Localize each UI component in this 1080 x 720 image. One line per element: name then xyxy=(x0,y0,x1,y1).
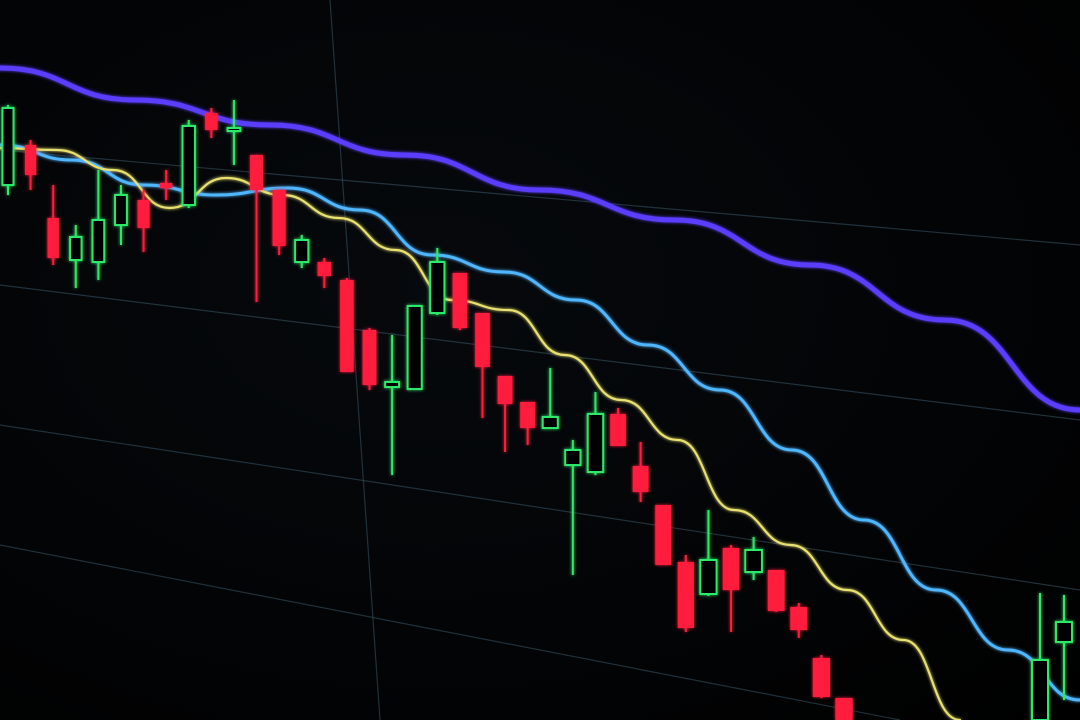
candle-body-down xyxy=(47,218,59,258)
candle-body-up xyxy=(114,194,128,226)
candle-body-down xyxy=(610,414,626,446)
candle-body-up xyxy=(429,261,446,314)
candle-body-up xyxy=(699,559,718,595)
candle-body-down xyxy=(340,280,354,372)
candle-body-up xyxy=(406,305,423,390)
candle-body-up xyxy=(384,381,401,388)
candle-body-up xyxy=(1031,659,1049,720)
grid-line xyxy=(329,0,381,720)
candle-body-down xyxy=(722,548,740,590)
candle-body-down xyxy=(497,376,513,404)
candle-body-up xyxy=(564,449,582,466)
candle-body-down xyxy=(317,262,332,276)
grid-line xyxy=(0,149,1080,246)
candle-body-down xyxy=(835,698,853,720)
grid-line xyxy=(0,544,901,720)
candle-body-down xyxy=(250,155,263,190)
candle-body-down xyxy=(655,505,672,565)
candle-body-up xyxy=(541,416,559,429)
candle-body-up xyxy=(181,125,196,206)
candle-body-up xyxy=(226,127,242,132)
candle-body-up xyxy=(744,549,763,573)
candle-body-down xyxy=(160,183,173,188)
candle-body-down xyxy=(767,570,785,611)
grid-line xyxy=(0,424,1080,591)
candle-body-up xyxy=(586,413,605,473)
candle-body-down xyxy=(25,145,37,175)
grid-line xyxy=(0,284,1080,421)
candle-body-up xyxy=(69,236,83,261)
candle-body-down xyxy=(205,113,218,130)
candle-body-down xyxy=(272,190,286,246)
candle-body-down xyxy=(137,200,150,228)
candle-body-down xyxy=(790,607,808,630)
moving-average-mid-line xyxy=(0,143,1080,702)
candle-body-down xyxy=(362,330,377,385)
candle-body-down xyxy=(812,658,830,697)
candle-body-up xyxy=(91,219,106,263)
candle-body-down xyxy=(452,273,468,328)
moving-average-long-line xyxy=(0,65,1080,413)
candle-body-up xyxy=(294,239,310,263)
candles xyxy=(1,100,1073,720)
moving-averages xyxy=(0,65,1080,720)
candle-body-down xyxy=(475,313,490,367)
candle-body-down xyxy=(677,562,694,628)
candle-body-up xyxy=(1055,621,1073,643)
moving-average-short-line xyxy=(0,146,962,720)
candle-body-down xyxy=(520,402,536,428)
candle-body-up xyxy=(1,107,15,186)
candle-body-down xyxy=(632,466,649,492)
